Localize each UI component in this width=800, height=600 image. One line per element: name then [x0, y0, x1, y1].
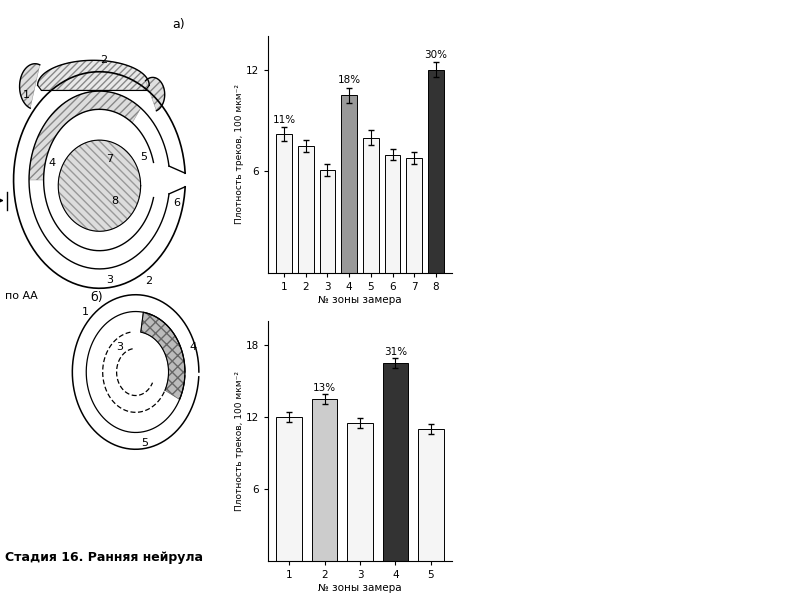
Text: 31%: 31%	[384, 347, 407, 356]
Polygon shape	[19, 64, 40, 108]
Text: 30%: 30%	[424, 50, 447, 60]
Bar	[406, 158, 422, 273]
Text: Стадия 16. Ранняя нейрула: Стадия 16. Ранняя нейрула	[5, 551, 202, 564]
Bar	[347, 423, 373, 561]
Polygon shape	[146, 77, 165, 111]
Polygon shape	[58, 140, 141, 231]
Text: 11%: 11%	[273, 115, 296, 125]
Y-axis label: Плотность треков, 100 мкм⁻²: Плотность треков, 100 мкм⁻²	[235, 371, 244, 511]
Text: б): б)	[90, 291, 103, 304]
Polygon shape	[141, 312, 185, 400]
Text: 2: 2	[145, 276, 152, 286]
X-axis label: № зоны замера: № зоны замера	[318, 295, 402, 305]
X-axis label: № зоны замера: № зоны замера	[318, 583, 402, 593]
Text: а): а)	[172, 18, 184, 31]
Text: по АА: по АА	[5, 291, 38, 301]
Text: 5: 5	[141, 152, 147, 162]
Bar	[418, 429, 444, 561]
Bar	[276, 134, 292, 273]
Y-axis label: Плотность треков, 100 мкм⁻²: Плотность треков, 100 мкм⁻²	[235, 85, 244, 224]
Text: 1: 1	[82, 307, 89, 317]
Text: 18%: 18%	[338, 76, 361, 85]
Text: 1: 1	[23, 89, 30, 100]
Bar	[276, 417, 302, 561]
Text: 6: 6	[174, 198, 180, 208]
Polygon shape	[29, 91, 141, 180]
Polygon shape	[38, 61, 150, 90]
Text: 2: 2	[100, 55, 107, 65]
Text: 5: 5	[142, 439, 149, 448]
Text: Региональность СР
реакций у зародышей
травяной лягушки на
стадии ранней нейрулы:: Региональность СР реакций у зародышей тр…	[486, 143, 698, 337]
Text: 8: 8	[111, 196, 118, 206]
Text: 13%: 13%	[313, 383, 336, 392]
Text: 3: 3	[106, 275, 114, 286]
Bar	[428, 70, 444, 273]
Bar	[363, 137, 378, 273]
Text: 3: 3	[116, 342, 123, 352]
Bar	[312, 399, 338, 561]
Bar	[382, 363, 408, 561]
Text: 11: 11	[10, 23, 48, 50]
Bar	[342, 95, 357, 273]
Text: 7: 7	[106, 154, 114, 164]
Bar	[385, 154, 400, 273]
Bar	[320, 170, 335, 273]
Text: 4: 4	[49, 158, 56, 168]
Text: 4: 4	[189, 342, 196, 352]
Bar	[298, 146, 314, 273]
